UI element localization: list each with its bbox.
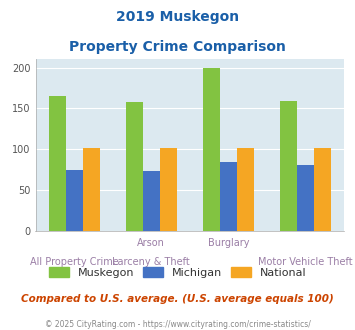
Bar (314, 148, 331, 231)
Text: Burglary: Burglary (208, 238, 249, 248)
Bar (66, 170, 83, 231)
Bar (160, 148, 177, 231)
Text: 2019 Muskegon: 2019 Muskegon (116, 10, 239, 24)
Text: Motor Vehicle Theft: Motor Vehicle Theft (258, 257, 353, 267)
Text: Compared to U.S. average. (U.S. average equals 100): Compared to U.S. average. (U.S. average … (21, 294, 334, 304)
Bar (280, 101, 297, 231)
Bar (297, 165, 314, 231)
Text: © 2025 CityRating.com - https://www.cityrating.com/crime-statistics/: © 2025 CityRating.com - https://www.city… (45, 320, 310, 329)
Text: Property Crime Comparison: Property Crime Comparison (69, 40, 286, 53)
Text: Arson: Arson (137, 238, 165, 248)
Bar (83, 148, 100, 231)
Text: All Property Crime: All Property Crime (30, 257, 119, 267)
Bar (237, 148, 254, 231)
Bar (203, 68, 220, 231)
Bar (220, 162, 237, 231)
Bar (49, 96, 66, 231)
Text: Larceny & Theft: Larceny & Theft (113, 257, 190, 267)
Bar (126, 102, 143, 231)
Legend: Muskegon, Michigan, National: Muskegon, Michigan, National (44, 263, 311, 282)
Bar (143, 171, 160, 231)
